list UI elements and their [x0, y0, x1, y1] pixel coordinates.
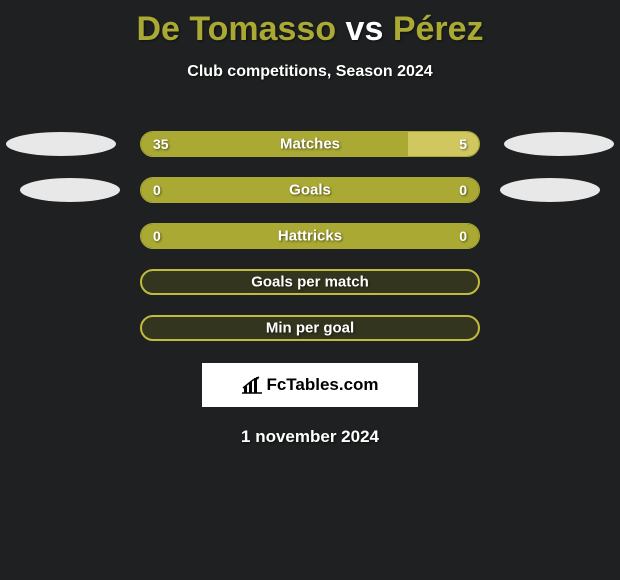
stat-label: Hattricks — [141, 228, 479, 245]
player2-name: Pérez — [393, 10, 484, 48]
logo-text: FcTables.com — [266, 375, 378, 395]
bar-chart-icon — [241, 376, 263, 394]
subtitle: Club competitions, Season 2024 — [0, 63, 620, 81]
player2-badge — [504, 132, 614, 156]
snapshot-date: 1 november 2024 — [0, 427, 620, 447]
stat-label: Goals per match — [142, 274, 478, 291]
vs-text: vs — [346, 10, 384, 48]
stat-label: Matches — [141, 136, 479, 153]
comparison-title: De Tomasso vs Pérez — [0, 0, 620, 49]
player1-badge — [6, 132, 116, 156]
stat-value-right: 5 — [459, 136, 467, 152]
stat-label: Min per goal — [142, 320, 478, 337]
stat-row-matches: 35 Matches 5 — [0, 121, 620, 167]
stat-bar: Goals per match — [140, 269, 480, 295]
stat-bar: 0 Goals 0 — [140, 177, 480, 203]
stat-bar: 0 Hattricks 0 — [140, 223, 480, 249]
stat-value-right: 0 — [459, 228, 467, 244]
stat-bar: 35 Matches 5 — [140, 131, 480, 157]
stat-row-hattricks: 0 Hattricks 0 — [0, 213, 620, 259]
stat-bar: Min per goal — [140, 315, 480, 341]
stat-rows: 35 Matches 5 0 Goals 0 0 Hattricks 0 Goa… — [0, 121, 620, 351]
stat-row-goals: 0 Goals 0 — [0, 167, 620, 213]
stat-label: Goals — [141, 182, 479, 199]
source-logo: FcTables.com — [202, 363, 418, 407]
player2-badge — [500, 178, 600, 202]
stat-row-goals-per-match: Goals per match — [0, 259, 620, 305]
player1-badge — [20, 178, 120, 202]
player1-name: De Tomasso — [136, 10, 336, 48]
stat-row-min-per-goal: Min per goal — [0, 305, 620, 351]
stat-value-right: 0 — [459, 182, 467, 198]
